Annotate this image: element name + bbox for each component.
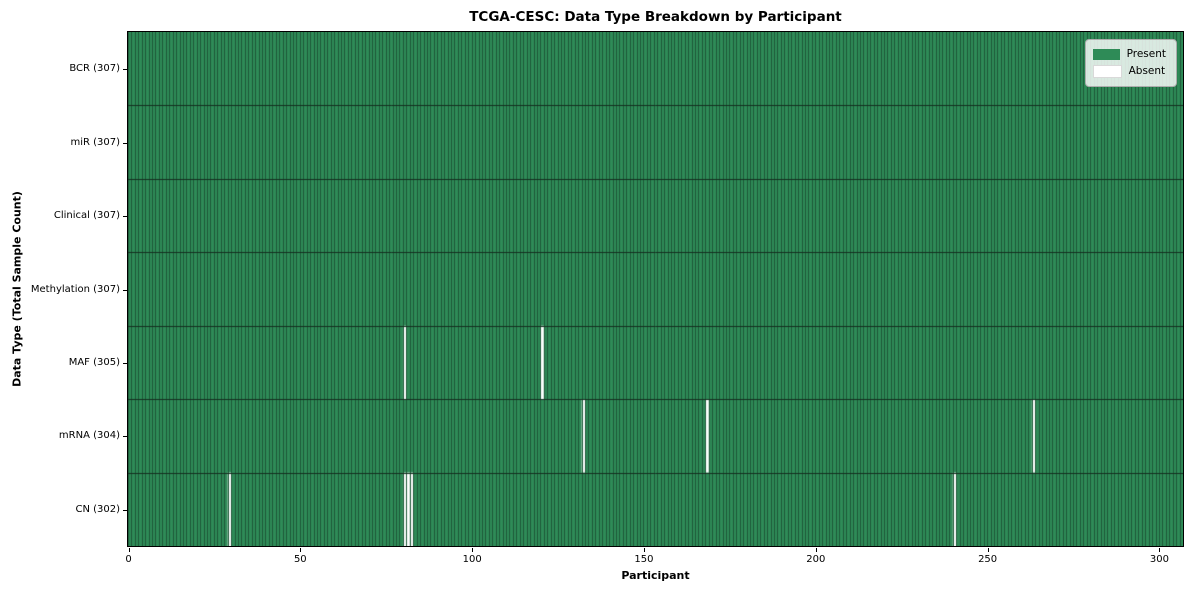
x-tick-mark [300,548,302,552]
x-tick-label: 50 [293,553,307,565]
x-tick-label: 100 [462,553,482,565]
y-tick-mark [123,509,128,511]
y-tick-mark [123,69,128,71]
y-tick-label: BCR (307) [69,63,120,75]
chart-title: TCGA-CESC: Data Type Breakdown by Partic… [469,9,842,25]
x-axis-label: Participant [621,569,690,582]
legend-label-absent: Absent [1128,65,1166,77]
y-tick-mark [123,142,128,144]
x-tick-label: 200 [806,553,826,565]
x-tick-label: 250 [978,553,998,565]
x-tick-label: 0 [125,553,132,565]
x-tick-mark [128,548,130,552]
y-tick-label: miR (307) [70,136,120,148]
plot-area: Present Absent [127,31,1184,547]
x-tick-mark [472,548,474,552]
legend-swatch-present-icon [1092,49,1120,60]
y-tick-label: MAF (305) [68,356,120,368]
x-tick-mark [815,548,817,552]
legend-entry-present: Present [1092,46,1166,63]
y-tick-label: mRNA (304) [58,430,120,442]
y-tick-mark [123,289,128,291]
legend: Present Absent [1084,39,1177,87]
y-tick-label: Clinical (307) [53,210,120,222]
y-tick-mark [123,436,128,438]
x-tick-mark [1159,548,1161,552]
heatmap-canvas [128,32,1183,546]
x-tick-label: 150 [634,553,654,565]
y-tick-label: CN (302) [75,503,120,515]
y-tick-mark [123,216,128,218]
legend-swatch-absent-icon [1092,65,1122,78]
y-tick-mark [123,362,128,364]
legend-entry-absent: Absent [1092,63,1166,80]
x-tick-mark [643,548,645,552]
x-tick-mark [987,548,989,552]
x-tick-label: 300 [1149,553,1169,565]
y-tick-label: Methylation (307) [30,283,120,295]
legend-label-present: Present [1126,48,1166,60]
